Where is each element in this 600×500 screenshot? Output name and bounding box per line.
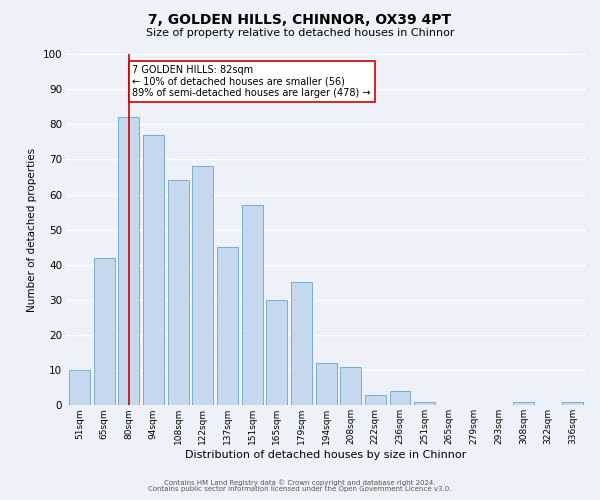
Bar [192,166,213,406]
Bar [340,366,361,406]
Bar [143,135,164,406]
Text: Size of property relative to detached houses in Chinnor: Size of property relative to detached ho… [146,28,454,38]
Bar [118,117,139,406]
Text: Contains HM Land Registry data © Crown copyright and database right 2024.
Contai: Contains HM Land Registry data © Crown c… [148,479,452,492]
Text: 7 GOLDEN HILLS: 82sqm
← 10% of detached houses are smaller (56)
89% of semi-deta: 7 GOLDEN HILLS: 82sqm ← 10% of detached … [133,64,371,98]
Bar [242,205,263,406]
Bar [291,282,312,406]
X-axis label: Distribution of detached houses by size in Chinnor: Distribution of detached houses by size … [185,450,467,460]
Bar [365,395,386,406]
Bar [167,180,188,406]
Bar [94,258,115,406]
Bar [562,402,583,406]
Bar [414,402,435,406]
Bar [389,391,410,406]
Bar [217,247,238,406]
Bar [316,363,337,406]
Bar [513,402,534,406]
Bar [69,370,90,406]
Text: 7, GOLDEN HILLS, CHINNOR, OX39 4PT: 7, GOLDEN HILLS, CHINNOR, OX39 4PT [148,12,452,26]
Bar [266,300,287,406]
Y-axis label: Number of detached properties: Number of detached properties [27,148,37,312]
